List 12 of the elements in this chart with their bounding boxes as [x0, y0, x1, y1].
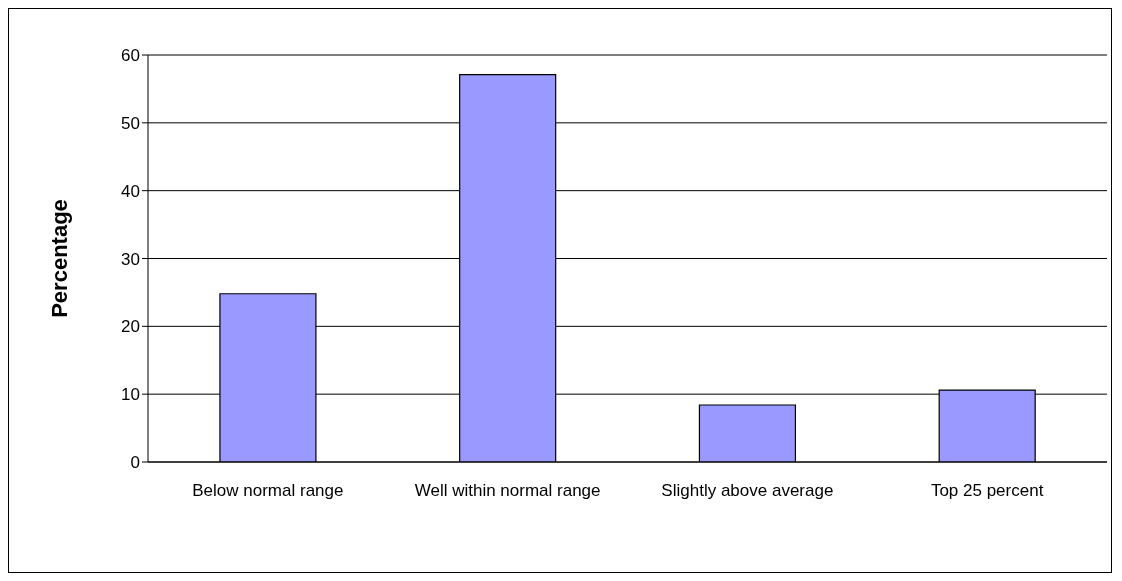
x-tick-label: Slightly above average — [661, 481, 834, 501]
x-tick-label: Well within normal range — [414, 481, 601, 501]
y-tick-label: 50 — [121, 113, 140, 133]
x-tick-label: Below normal range — [192, 481, 344, 501]
y-tick-label: 20 — [121, 317, 140, 337]
y-tick-label: 60 — [121, 46, 140, 66]
y-axis-title: Percentage — [46, 199, 72, 318]
y-tick-label: 40 — [121, 181, 140, 201]
x-tick-label: Top 25 percent — [930, 481, 1044, 501]
y-tick-label: 0 — [130, 453, 140, 473]
y-tick-label: 10 — [121, 385, 140, 405]
y-tick-label: 30 — [121, 249, 140, 269]
